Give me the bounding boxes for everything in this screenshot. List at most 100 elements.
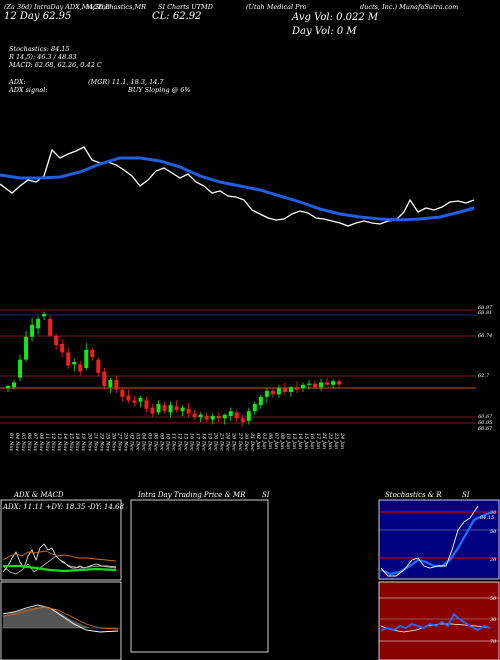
x-axis-label: 22 Jan (327, 432, 333, 449)
candle-body (234, 412, 239, 419)
price-level-label: 60.67 (478, 414, 493, 420)
macd-line (2, 604, 119, 633)
candle-body (60, 344, 65, 353)
close-value: CL: 62.92 (152, 11, 202, 22)
x-axis-label: 17 Dec (195, 433, 201, 451)
candle-body (246, 411, 251, 421)
x-axis-label: 06 Dec (152, 433, 158, 451)
candle-body (313, 383, 318, 388)
x-axis-label: 20 Nov (86, 432, 92, 451)
x-axis-label: 15 Jan (303, 433, 309, 449)
intraday-panel (130, 499, 269, 653)
candle-body (168, 405, 173, 413)
header-day-value: 12 Day 62.95 (4, 11, 72, 22)
header-site: ducts, Inc.) MunafaSutra.com (360, 3, 459, 11)
adx-label: ADX: (9, 78, 26, 86)
adx-panel-values: ADX: 11.11 +DY: 18.35 -DY: 14.68 (2, 503, 124, 511)
candle-body (72, 362, 77, 365)
candle-body (319, 382, 324, 388)
candle-body (331, 381, 336, 385)
candle-body (90, 350, 95, 358)
adx-panel (0, 499, 122, 581)
candle-body (282, 388, 287, 392)
day-volume: Day Vol: 0 M (292, 26, 357, 37)
candle-body (180, 407, 185, 412)
x-axis-label: 26 Dec (231, 432, 237, 451)
x-axis-label: 05 Dec (146, 433, 152, 451)
candle-body (307, 383, 311, 385)
candle-body (102, 371, 107, 386)
candle-body (325, 382, 330, 385)
candle-body (114, 380, 119, 390)
candle-body (294, 387, 299, 390)
x-axis-label: 11 Nov (44, 433, 50, 451)
stoch-value-label: 84.15 (480, 515, 494, 521)
candle-body (240, 418, 245, 422)
x-axis-label: 19 Dec (207, 433, 213, 451)
candle-body (42, 314, 47, 317)
si-level-label: 50 (490, 596, 497, 602)
x-axis-label: 20 Dec (213, 432, 219, 451)
intraday-si-label: SI (262, 491, 270, 499)
candle-body (204, 416, 209, 420)
candle-body (162, 405, 167, 412)
si-panel (378, 581, 500, 660)
candle-body (96, 359, 101, 373)
price-level-label: 66.74 (478, 333, 492, 339)
x-axis-label: 01 Nov (8, 433, 14, 451)
stoch-k-line (380, 505, 479, 577)
candle-body (78, 364, 83, 372)
stoch-level-label: 20 (489, 557, 497, 563)
macd-reading: MACD: 62.68, 62.26, 0.42 C (9, 61, 102, 69)
stochastics-reading: Stochastics: 84.15 (9, 45, 70, 53)
x-axis-label: 07 Nov (32, 433, 38, 451)
x-axis-label: 10 Jan (285, 433, 291, 449)
x-axis-label: 15 Nov (68, 433, 74, 451)
x-axis-label: 30 Dec (243, 433, 249, 451)
x-axis-label: 29 Nov (122, 432, 128, 451)
x-axis-label: 18 Dec (201, 433, 207, 451)
x-axis-label: 27 Dec (237, 432, 243, 451)
candle-body (222, 414, 227, 419)
candle-body (276, 388, 281, 395)
candle-body (24, 336, 29, 360)
candle-body (300, 384, 305, 389)
price-level-label: 60.67 (478, 426, 493, 432)
candle-body (132, 400, 137, 403)
mgr-reading: (MGR) 11.1, 18.3, 14.7 (88, 78, 164, 86)
candle-body (252, 404, 257, 412)
x-axis-label: 13 Jan (291, 433, 297, 449)
candle-body (6, 386, 10, 389)
x-axis-label: 24 Dec (225, 432, 231, 451)
x-axis-label: 24 Jan (339, 432, 345, 449)
price-level-label: 68.81 (478, 310, 492, 316)
si-level-label: 30 (490, 617, 497, 623)
x-axis-label: 17 Jan (315, 433, 321, 449)
x-axis-label: 08 Jan (279, 433, 285, 449)
x-axis-label: 18 Nov (74, 433, 80, 451)
macd-histogram (3, 606, 118, 628)
candle-body (54, 335, 59, 346)
x-axis-label: 05 Nov (20, 433, 26, 451)
r-reading: R 14,5): 46.3 / 48.83 (9, 53, 77, 61)
header-title-mid: M,Stochastics,MR (86, 3, 147, 11)
x-axis-label: 13 Nov (56, 433, 62, 451)
candle-body (264, 390, 269, 397)
stoch-level-label: 50 (490, 529, 497, 535)
x-axis-label: 23 Dec (219, 432, 225, 451)
candle-body (66, 352, 71, 366)
x-axis-label: 09 Dec (159, 433, 165, 451)
header-company: (Utah Medical Pro (246, 3, 307, 11)
candle-body (198, 414, 203, 418)
price-chart: 68.97 68.81 66.74 62.7 60.67 60.05 60.67… (0, 146, 493, 451)
stoch-panel-title: Stochastics & R (385, 491, 442, 499)
candle-body (84, 350, 89, 368)
candle-body (18, 359, 23, 378)
price-level-label: 60.05 (478, 420, 492, 426)
x-axis-label: 07 Jan (273, 433, 279, 449)
x-axis-label: 23 Jan (333, 432, 339, 449)
candle-body (108, 380, 113, 388)
candle-body (258, 396, 263, 406)
candle-body (48, 318, 53, 336)
x-axis-label: 21 Jan (321, 432, 327, 449)
